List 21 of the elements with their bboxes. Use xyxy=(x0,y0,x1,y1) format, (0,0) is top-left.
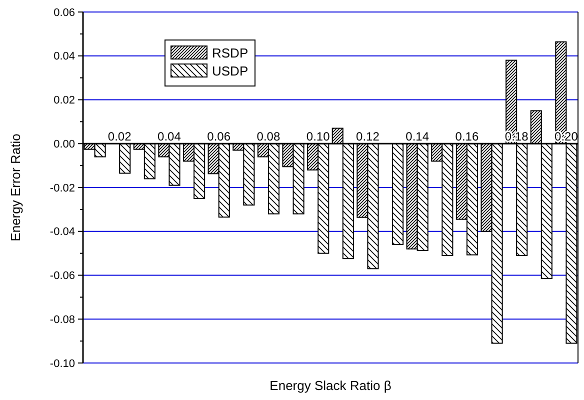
y-tick-label: -0.06 xyxy=(50,270,75,282)
y-tick-label: 0.04 xyxy=(54,50,75,63)
x-tick-label: 0.02 xyxy=(108,130,132,144)
y-tick-label: -0.04 xyxy=(50,226,75,238)
legend-label: USDP xyxy=(212,64,248,79)
y-tick-label: -0.02 xyxy=(50,182,75,194)
x-axis-title: Energy Slack Ratio β xyxy=(270,378,392,393)
y-tick-label: 0.06 xyxy=(54,6,75,19)
y-tick-label: 0.02 xyxy=(54,94,75,107)
y-axis-title: Energy Error Ratio xyxy=(8,134,23,242)
y-tick-label: 0.00 xyxy=(54,138,75,150)
x-tick-label: 0.08 xyxy=(256,130,280,144)
x-tick-label: 0.16 xyxy=(455,130,479,144)
x-tick-label: 0.06 xyxy=(207,130,231,144)
y-tick-label: -0.10 xyxy=(50,358,75,370)
x-tick-label: 0.12 xyxy=(356,130,380,144)
x-tick-label: 0.04 xyxy=(158,130,182,144)
y-tick-label: -0.08 xyxy=(50,314,75,326)
x-tick-label: 0.14 xyxy=(406,130,430,144)
legend-label: RSDP xyxy=(212,46,248,61)
x-tick-label: 0.10 xyxy=(306,130,330,144)
